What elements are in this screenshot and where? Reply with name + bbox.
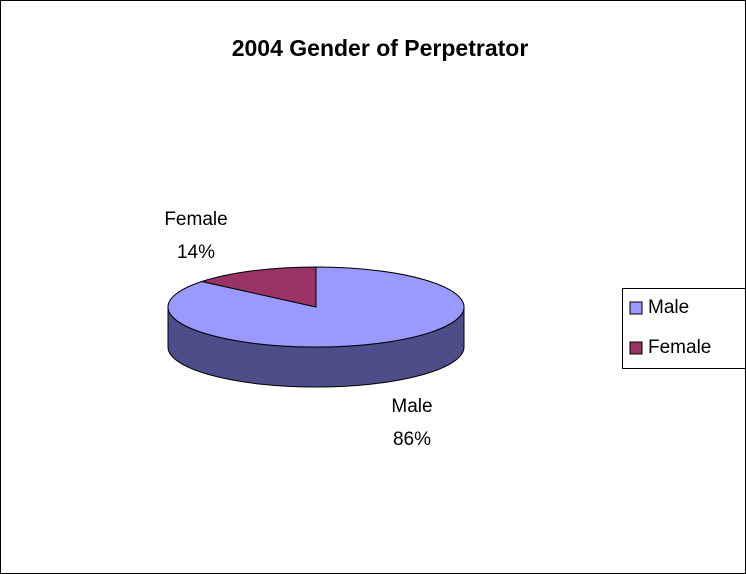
data-label-name: Male — [391, 396, 432, 417]
legend-swatch — [629, 341, 643, 355]
legend-swatch — [629, 301, 643, 315]
legend-box — [622, 288, 746, 369]
data-label-value: 14% — [177, 242, 215, 263]
legend-label: Male — [648, 297, 689, 318]
chart-title: 2004 Gender of Perpetrator — [232, 35, 529, 61]
data-label-value: 86% — [393, 429, 431, 450]
data-label-name: Female — [164, 209, 227, 230]
legend-label: Female — [648, 337, 711, 358]
pie-slice — [200, 266, 317, 308]
legend: Male Female — [622, 288, 746, 369]
